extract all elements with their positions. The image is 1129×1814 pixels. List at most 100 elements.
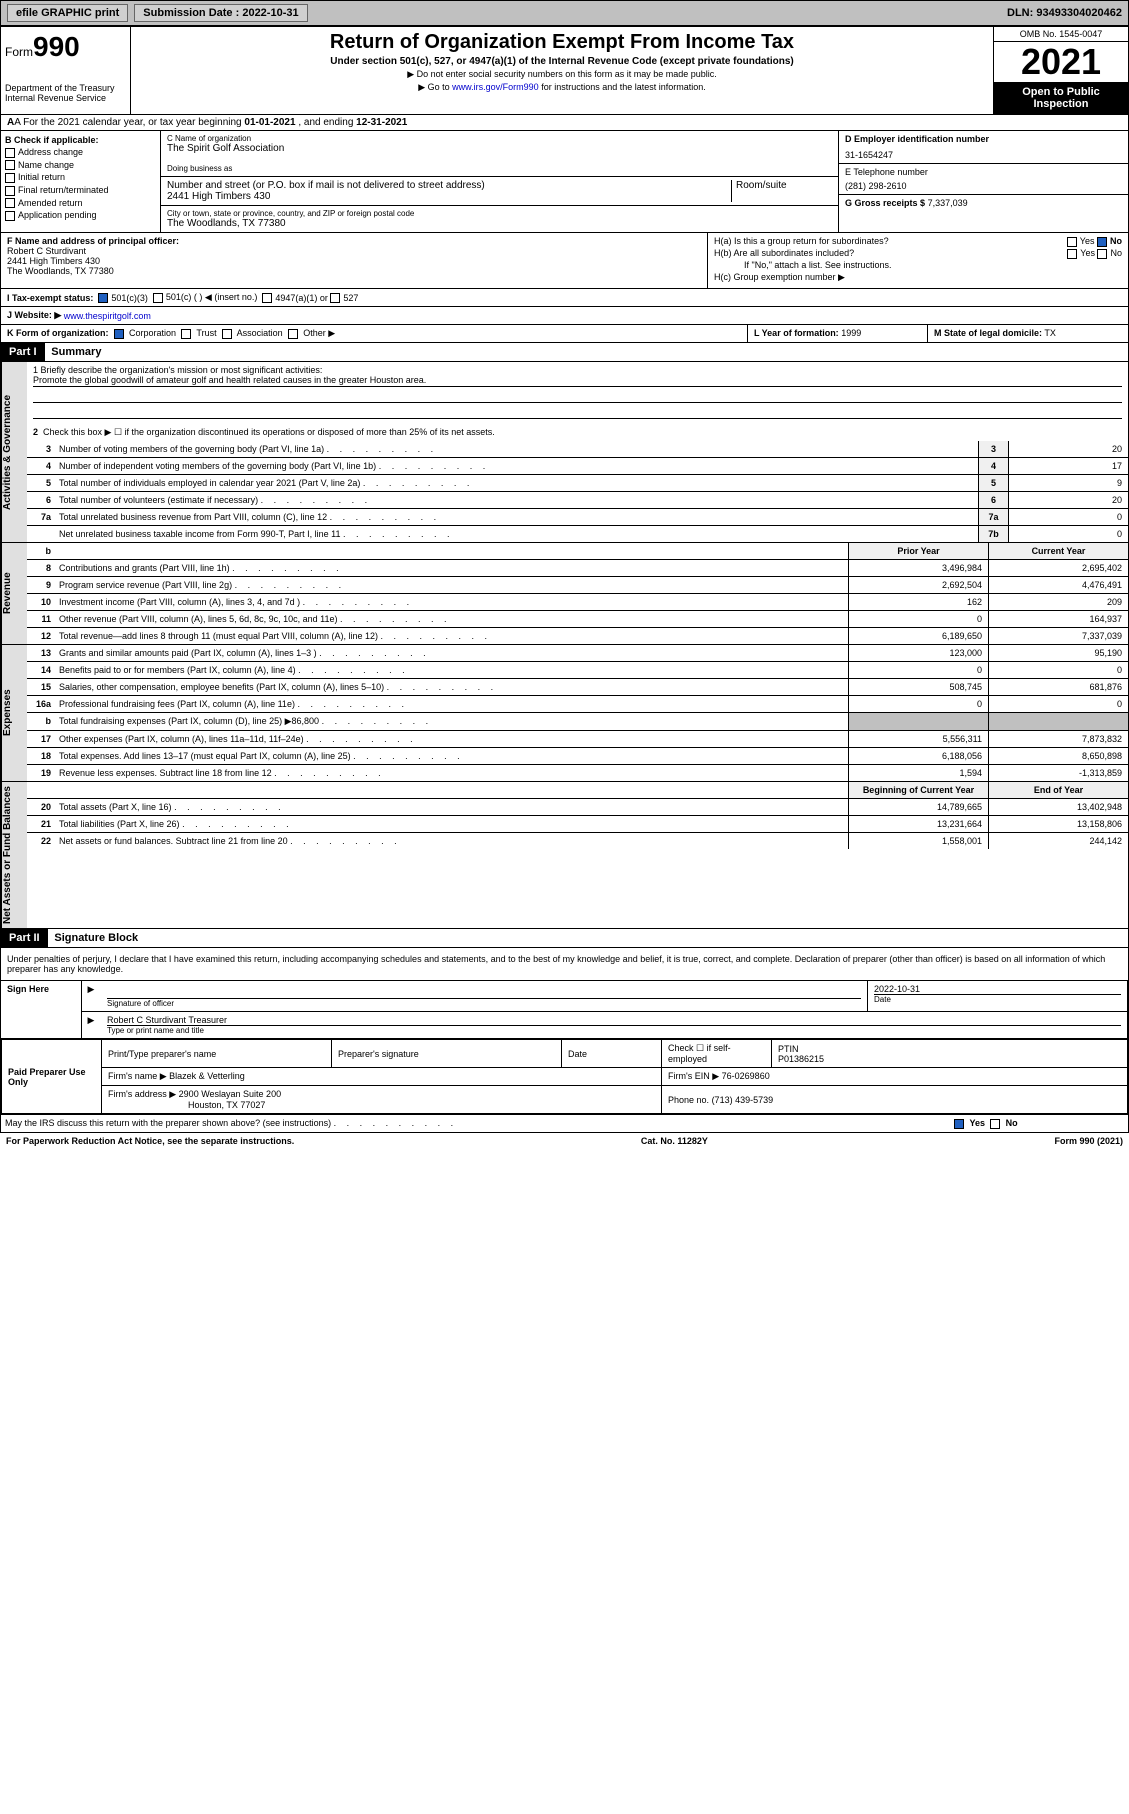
line-text: Total fundraising expenses (Part IX, col… [55,713,848,730]
k-corp: Corporation [129,328,176,338]
cb-4947[interactable] [262,293,272,303]
checkbox-address-change[interactable] [5,148,15,158]
sig-name-label: Type or print name and title [107,1025,1121,1035]
part2-title: Signature Block [54,932,138,944]
sig-blank [107,984,861,998]
firm-addr-cell: Firm's address ▶ 2900 Weslayan Suite 200… [102,1086,662,1114]
sig-date: 2022-10-31 [874,984,1121,994]
line-num: 12 [27,628,55,644]
tax-status-row: I Tax-exempt status: 501(c)(3) 501(c) ( … [1,289,1128,307]
checkbox-initial-return[interactable] [5,173,15,183]
cb-other[interactable] [288,329,298,339]
checkbox-final-return[interactable] [5,186,15,196]
expenses-block: Expenses 13Grants and similar amounts pa… [1,645,1128,782]
line-cellnum: 5 [978,475,1008,491]
note2-post: for instructions and the latest informat… [539,82,706,92]
prior-year-val: 5,556,311 [848,731,988,747]
line-text: Net unrelated business taxable income fr… [55,526,978,542]
table-row: 17Other expenses (Part IX, column (A), l… [27,731,1128,748]
officer-right: H(a) Is this a group return for subordin… [708,233,1128,288]
pt-name-hdr: Print/Type preparer's name [102,1040,332,1068]
sig-officer-label: Signature of officer [107,998,861,1008]
dln-text: DLN: 93493304020462 [1007,7,1122,19]
gov-lines: 3Number of voting members of the governi… [27,441,1128,542]
k-other: Other ▶ [303,328,335,338]
prior-year-val: 6,188,056 [848,748,988,764]
note-2: ▶ Go to www.irs.gov/Form990 for instruct… [139,82,985,93]
current-year-val: 244,142 [988,833,1128,849]
line-val: 20 [1008,441,1128,457]
checkbox-name-change[interactable] [5,160,15,170]
line-num: 14 [27,662,55,678]
firm-addr-label: Firm's address ▶ [108,1089,176,1099]
mission-blank2 [33,407,1122,419]
line-num: 21 [27,816,55,832]
line-num [27,526,55,542]
discuss-yes-cb[interactable] [954,1119,964,1129]
street-address: 2441 High Timbers 430 [167,191,731,202]
irs-link[interactable]: www.irs.gov/Form990 [452,82,539,92]
line-cellnum: 7b [978,526,1008,542]
cb-addr: Address change [5,147,156,158]
line-cellnum: 4 [978,458,1008,474]
prior-year-val [848,713,988,730]
checkbox-amended[interactable] [5,198,15,208]
current-year-val [988,713,1128,730]
paid-preparer-table: Paid Preparer Use Only Print/Type prepar… [1,1039,1128,1114]
cb-527[interactable] [330,293,340,303]
firm-ein: 76-0269860 [722,1071,770,1081]
hb-text: H(b) Are all subordinates included? [714,248,854,258]
form-title: Return of Organization Exempt From Incom… [139,31,985,54]
e-label: E Telephone number [845,167,1122,177]
cb-trust[interactable] [181,329,191,339]
current-year-val: 95,190 [988,645,1128,661]
column-b: B Check if applicable: Address change Na… [1,131,161,232]
k-row: K Form of organization: Corporation Trus… [1,325,1128,343]
subdate-button[interactable]: Submission Date : 2022-10-31 [134,4,307,22]
ha-yes-cb[interactable] [1067,237,1077,247]
cb-assoc[interactable] [222,329,232,339]
current-year-val: 0 [988,662,1128,678]
ha-no-cb[interactable] [1097,237,1107,247]
website-link[interactable]: www.thespiritgolf.com [64,311,151,321]
efile-button[interactable]: efile GRAPHIC print [7,4,128,22]
current-year-val: 4,476,491 [988,577,1128,593]
name-box: C Name of organization The Spirit Golf A… [161,131,838,177]
current-year-val: 2,695,402 [988,560,1128,576]
table-row: 6Total number of volunteers (estimate if… [27,492,1128,509]
line-num: b [27,713,55,730]
header-right: OMB No. 1545-0047 2021 Open to Public In… [993,27,1128,114]
line-cellnum: 6 [978,492,1008,508]
yhr-blank [55,543,848,559]
note-1: ▶ Do not enter social security numbers o… [139,69,985,80]
cb-corp[interactable] [114,329,124,339]
line-text: Investment income (Part VIII, column (A)… [55,594,848,610]
hb-line: H(b) Are all subordinates included? Yes … [714,248,1122,258]
sign-table: Sign Here ▶ Signature of officer 2022-10… [1,980,1128,1039]
cb-501c3[interactable] [98,293,108,303]
nahr-text [55,782,848,798]
subdate-value: 2022-10-31 [242,7,298,19]
line-val: 20 [1008,492,1128,508]
checkbox-app-pending[interactable] [5,211,15,221]
hb-yes-cb[interactable] [1067,249,1077,259]
cb-amended: Amended return [5,198,156,209]
discuss-q: May the IRS discuss this return with the… [5,1118,331,1128]
row-a-end: 12-31-2021 [356,117,407,128]
row-a-mid: , and ending [296,117,357,128]
table-row: Net unrelated business taxable income fr… [27,526,1128,542]
discuss-no-cb[interactable] [990,1119,1000,1129]
ha-no: No [1110,236,1122,246]
line-val: 0 [1008,509,1128,525]
prior-year-val: 6,189,650 [848,628,988,644]
hb-no-cb[interactable] [1097,249,1107,259]
city-box: City or town, state or province, country… [161,206,838,232]
current-year-val: 164,937 [988,611,1128,627]
line-num: 20 [27,799,55,815]
gross-receipts: 7,337,039 [928,198,968,208]
line-num: 22 [27,833,55,849]
cb-501c[interactable] [153,293,163,303]
phone-label: Phone no. [668,1095,709,1105]
hb-note: If "No," attach a list. See instructions… [714,260,1122,270]
footer: For Paperwork Reduction Act Notice, see … [0,1133,1129,1149]
